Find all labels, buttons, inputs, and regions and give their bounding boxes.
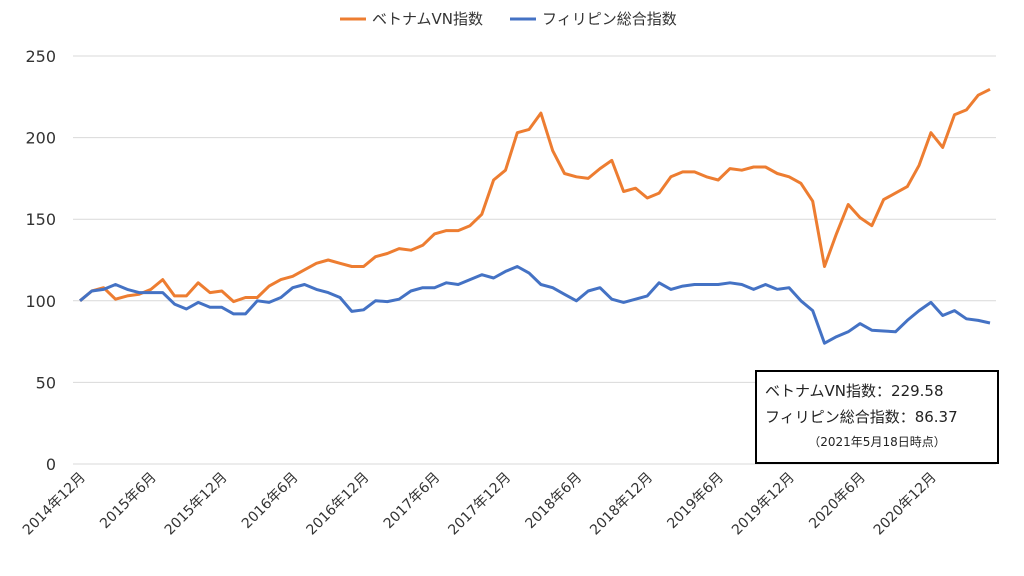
x-tick-label: 2017年12月	[445, 470, 514, 539]
x-tick-label: 2016年6月	[239, 470, 302, 533]
x-tick-label: 2015年12月	[162, 470, 231, 539]
vn-latest-value: ベトナムVN指数：229.58	[765, 382, 944, 400]
x-tick-label: 2016年12月	[304, 470, 373, 539]
gridlines	[73, 55, 996, 465]
y-tick-label: 250	[25, 47, 56, 66]
y-tick-label: 100	[25, 292, 56, 311]
x-tick-label: 2018年12月	[587, 470, 656, 539]
x-tick-label: 2019年12月	[729, 470, 798, 539]
x-tick-label: 2018年6月	[523, 470, 586, 533]
vn-index-line	[79, 87, 991, 304]
x-tick-label: 2017年6月	[381, 470, 444, 533]
y-tick-label: 0	[46, 455, 56, 474]
x-tick-label: 2015年6月	[97, 470, 160, 533]
y-tick-label: 50	[36, 373, 56, 392]
legend-label: ベトナムVN指数	[372, 10, 483, 28]
latest-values-box: ベトナムVN指数：229.58 フィリピン総合指数：86.37 （2021年5月…	[755, 370, 999, 464]
x-tick-label: 2020年6月	[806, 470, 869, 533]
ph-latest-value: フィリピン総合指数：86.37	[765, 408, 958, 426]
x-axis-ticks: 2014年12月 2015年6月 2015年12月 2016年6月 2016年12月 20…	[20, 470, 940, 539]
legend-label: フィリピン総合指数	[542, 10, 677, 28]
as-of-date: （2021年5月18日時点）	[808, 435, 946, 449]
philippine-index-line	[79, 265, 991, 345]
y-tick-label: 200	[25, 129, 56, 148]
x-tick-label: 2014年12月	[20, 470, 89, 539]
x-tick-label: 2019年6月	[664, 470, 727, 533]
legend: ベトナムVN指数 フィリピン総合指数	[340, 10, 677, 28]
x-tick-label: 2020年12月	[871, 470, 940, 539]
series-lines	[79, 87, 991, 345]
y-tick-label: 150	[25, 210, 56, 229]
y-axis-ticks: 0 50 100 150 200 250	[25, 47, 56, 474]
